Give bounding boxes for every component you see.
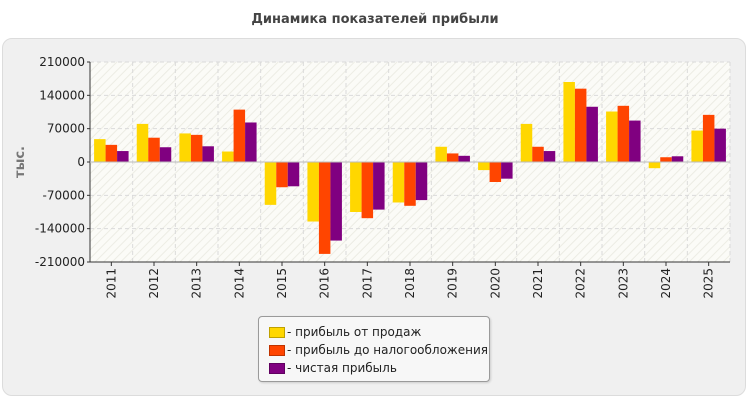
bar-2022-s1 <box>574 88 587 162</box>
bar-2023-s0 <box>606 111 618 162</box>
y-tick-label: -140000 <box>35 222 85 236</box>
legend-dash: - <box>287 361 296 375</box>
y-tick-label: 70000 <box>47 122 85 136</box>
bar-2022-s2 <box>586 106 598 162</box>
bar-2015-s0 <box>264 162 277 205</box>
bar-2017-s2 <box>373 162 385 210</box>
axes <box>87 61 730 266</box>
x-tick-labels: 2011 2012 2013 2014 2015 2016 2017 2018 2019 2020… <box>104 268 715 299</box>
bar-2011-s0 <box>94 139 106 162</box>
bar-2017-s0 <box>350 162 362 212</box>
legend: - прибыль от продаж - прибыль до налогоо… <box>258 316 490 382</box>
bar-2017-s1 <box>361 162 374 219</box>
bar-2014-s1 <box>233 109 246 162</box>
bar-2014-s0 <box>222 151 234 162</box>
x-tick-label: 2020 <box>488 268 502 299</box>
bar-2011-s2 <box>117 151 129 162</box>
legend-swatch-sales <box>269 326 285 338</box>
bar-2016-s1 <box>318 162 331 254</box>
legend-label-pretax: прибыль до налогообложения <box>295 343 488 357</box>
y-tick-label: -210000 <box>35 255 85 269</box>
bar-2012-s1 <box>148 137 160 162</box>
bar-2022-s0 <box>563 82 575 162</box>
y-tick-label: -70000 <box>42 188 85 202</box>
bar-2019-s0 <box>435 146 447 162</box>
x-tick-label: 2018 <box>403 268 417 299</box>
x-tick-label: 2017 <box>360 268 374 299</box>
bar-2013-s0 <box>179 133 191 162</box>
legend-dash: - <box>287 325 296 339</box>
bar-2020-s0 <box>478 162 490 171</box>
bars <box>94 82 726 254</box>
legend-swatch-pretax <box>269 344 285 356</box>
x-tick-label: 2012 <box>147 268 161 299</box>
bar-2025-s1 <box>702 114 715 162</box>
bar-2015-s1 <box>276 162 288 188</box>
bar-2025-s2 <box>714 128 726 162</box>
bar-2018-s2 <box>415 162 428 201</box>
legend-swatch-net <box>269 362 285 374</box>
x-tick-label: 2024 <box>659 268 673 299</box>
bar-2013-s2 <box>202 146 214 162</box>
bar-2012-s0 <box>136 123 149 162</box>
bar-2019-s2 <box>458 155 470 162</box>
bar-2018-s0 <box>392 162 405 203</box>
x-tick-label: 2015 <box>275 268 289 299</box>
x-tick-label: 2013 <box>190 268 204 299</box>
bar-2016-s2 <box>330 162 342 241</box>
bar-2021-s0 <box>520 123 533 162</box>
x-tick-label: 2011 <box>104 268 118 299</box>
legend-label-sales: прибыль от продаж <box>295 325 422 339</box>
bar-2023-s1 <box>617 105 630 162</box>
bar-2013-s1 <box>190 134 203 162</box>
x-tick-label: 2025 <box>702 268 716 299</box>
legend-item-sales: - прибыль от продаж <box>269 324 421 340</box>
bar-2020-s2 <box>501 162 513 179</box>
bar-2024-s0 <box>648 162 661 169</box>
x-tick-label: 2014 <box>232 268 246 299</box>
y-tick-label: 210000 <box>39 55 85 69</box>
bar-2024-s2 <box>671 156 684 162</box>
legend-label-net: чистая прибыль <box>295 361 397 375</box>
bar-2014-s2 <box>245 122 257 162</box>
bar-2024-s1 <box>660 157 672 162</box>
y-tick-label: 0 <box>77 155 85 169</box>
x-tick-label: 2023 <box>616 268 630 299</box>
x-tick-label: 2022 <box>574 268 588 299</box>
bar-2012-s2 <box>159 147 172 162</box>
y-tick-label: 140000 <box>39 88 85 102</box>
chart-title: Динамика показателей прибыли <box>251 12 499 27</box>
legend-dash: - <box>287 343 296 357</box>
bar-2011-s1 <box>105 144 118 162</box>
legend-item-net: - чистая прибыль <box>269 360 397 376</box>
y-axis-label: тыс. <box>13 146 28 178</box>
bar-2021-s2 <box>543 151 556 162</box>
bar-2015-s2 <box>287 162 300 187</box>
bar-2021-s1 <box>532 146 544 162</box>
x-tick-label: 2016 <box>318 268 332 299</box>
bar-2025-s0 <box>691 130 703 162</box>
x-tick-label: 2019 <box>446 268 460 299</box>
bar-2020-s1 <box>489 162 502 182</box>
bar-2016-s0 <box>307 162 319 222</box>
y-tick-labels: 210000 140000 70000 0 -70000 -140000 -210000 <box>35 55 85 269</box>
x-tick-label: 2021 <box>531 268 545 299</box>
legend-item-pretax: - прибыль до налогообложения <box>269 342 488 358</box>
bar-2018-s1 <box>404 162 416 206</box>
bar-2019-s1 <box>446 153 459 162</box>
bar-2023-s2 <box>629 120 641 162</box>
